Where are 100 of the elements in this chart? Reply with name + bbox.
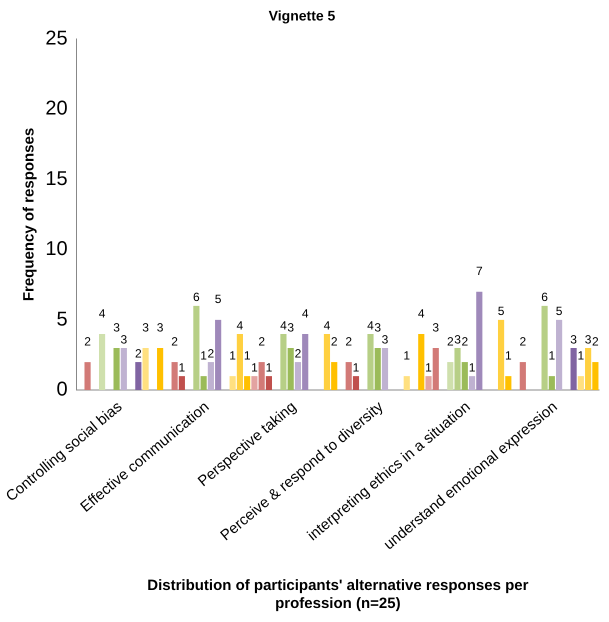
y-tick-label: 10 [45, 238, 68, 260]
bar [352, 376, 360, 390]
bar [505, 376, 512, 390]
data-label: 3 [454, 332, 462, 346]
bar [200, 376, 207, 390]
bar [425, 376, 432, 390]
data-label: 2 [461, 334, 468, 348]
data-label: 1 [403, 348, 410, 362]
data-label: 3 [113, 320, 120, 334]
y-tick-label: 0 [56, 378, 68, 401]
bar [346, 362, 352, 390]
bar [432, 348, 439, 390]
data-label: 1 [352, 360, 360, 374]
bar [98, 334, 106, 390]
bar [142, 348, 149, 390]
bar [367, 334, 374, 390]
data-label: 3 [156, 320, 164, 334]
bar [447, 362, 454, 390]
data-label: 2 [294, 346, 302, 360]
bar [302, 334, 308, 390]
bar [208, 362, 214, 390]
data-label: 1 [425, 360, 432, 374]
data-label: 4 [418, 306, 425, 320]
bar [178, 376, 185, 390]
bar [548, 376, 555, 390]
bar [404, 376, 410, 390]
bar [236, 334, 243, 390]
bar [266, 376, 272, 390]
bar [418, 334, 424, 390]
bar [251, 376, 258, 390]
data-label: 2 [330, 334, 338, 348]
data-label: 5 [214, 292, 222, 306]
y-tick-label: 5 [56, 308, 68, 330]
bar [280, 334, 287, 390]
data-label: 7 [476, 264, 483, 278]
bar [585, 348, 592, 390]
data-label: 4 [280, 318, 288, 332]
data-label: 2 [519, 334, 526, 348]
data-label: 1 [229, 348, 236, 362]
bar [120, 348, 127, 390]
data-label: 2 [446, 334, 454, 348]
data-label: 4 [302, 306, 309, 320]
data-label: 3 [142, 320, 150, 334]
bar [476, 292, 482, 390]
bar [244, 376, 250, 390]
data-label: 4 [98, 306, 106, 320]
bar [84, 362, 91, 390]
bar [374, 348, 381, 390]
data-label: 3 [120, 332, 128, 346]
data-label: 3 [374, 320, 382, 334]
y-axis-title: Frequency of responses [20, 128, 38, 302]
data-label: 4 [324, 318, 331, 332]
bar [382, 348, 388, 390]
data-label: 3 [382, 332, 389, 346]
data-label: 6 [193, 290, 200, 304]
chart-title: Vignette 5 [268, 7, 336, 24]
data-label: 1 [178, 360, 186, 374]
data-label: 2 [592, 334, 600, 348]
bar [288, 348, 294, 390]
data-label: 1 [504, 348, 512, 362]
bar [215, 320, 222, 390]
bar [230, 376, 236, 390]
bar [592, 362, 598, 390]
bar [520, 362, 526, 390]
y-tick-label: 15 [45, 168, 68, 190]
bar [498, 320, 504, 390]
data-label: 2 [171, 334, 178, 348]
bar [324, 334, 330, 390]
x-axis-title: Distribution of participants' alternative responses per profession (n=25) [147, 577, 529, 612]
bar [113, 348, 120, 390]
bar [570, 348, 577, 390]
data-label: 1 [244, 348, 251, 362]
data-label: 5 [498, 304, 505, 318]
data-label: 2 [135, 346, 142, 360]
bar [331, 362, 338, 390]
bar [193, 306, 200, 390]
data-label: 2 [345, 334, 352, 348]
bar [135, 362, 142, 390]
bar [578, 376, 584, 390]
data-label: 1 [548, 348, 556, 362]
data-label: 5 [556, 304, 563, 318]
y-tick-label: 20 [45, 98, 68, 120]
bar [462, 362, 468, 390]
data-label: 2 [208, 346, 215, 360]
data-label: 1 [468, 360, 476, 374]
data-label: 2 [84, 334, 92, 348]
y-tick-label: 25 [45, 27, 68, 50]
data-label: 1 [266, 360, 273, 374]
bar [258, 362, 265, 390]
data-label: 1 [251, 360, 258, 374]
data-label: 1 [200, 348, 208, 362]
bar [172, 362, 178, 390]
data-label: 3 [584, 332, 592, 346]
bar [556, 320, 562, 390]
bar [294, 362, 302, 390]
data-label: 4 [367, 318, 374, 332]
data-label: 4 [236, 318, 244, 332]
data-label: 3 [287, 320, 294, 334]
bar [454, 348, 461, 390]
data-label: 3 [570, 332, 578, 346]
